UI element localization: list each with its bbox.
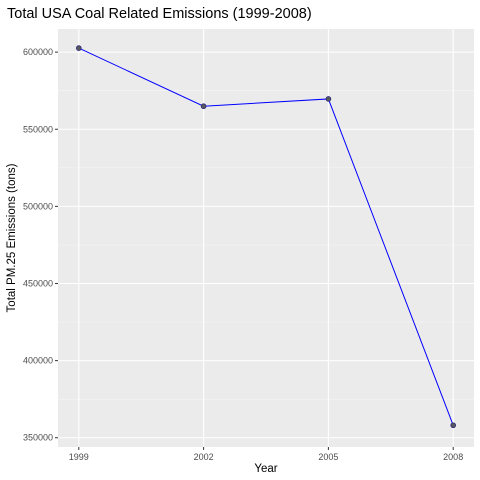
chart-title: Total USA Coal Related Emissions (1999-2…	[7, 6, 312, 22]
y-tick-label: 400000	[23, 356, 53, 366]
y-tick-label: 550000	[23, 124, 53, 134]
emissions-points	[76, 45, 457, 429]
y-axis-title: Total PM.25 Emissions (tons)	[6, 163, 18, 312]
y-tick-label: 350000	[23, 433, 53, 443]
x-tick-label: 2002	[194, 452, 214, 462]
emissions-line	[78, 47, 454, 426]
x-axis: 1999 2002 2005 2008	[69, 447, 463, 462]
x-tick-label: 1999	[69, 452, 89, 462]
data-point	[450, 422, 457, 429]
major-gridlines	[58, 29, 474, 447]
y-tick-label: 450000	[23, 279, 53, 289]
plot-panel	[58, 29, 474, 447]
x-axis-title: Year	[254, 463, 277, 475]
y-tick-label: 600000	[23, 47, 53, 57]
minor-gridlines	[58, 90, 474, 400]
data-point	[76, 45, 82, 51]
y-axis: 350000 400000 450000 500000 550000 600000	[23, 47, 58, 443]
x-tick-label: 2005	[318, 452, 338, 462]
x-tick-label: 2008	[443, 452, 463, 462]
data-point	[200, 103, 207, 110]
y-tick-label: 500000	[23, 201, 53, 211]
data-point	[325, 96, 332, 102]
